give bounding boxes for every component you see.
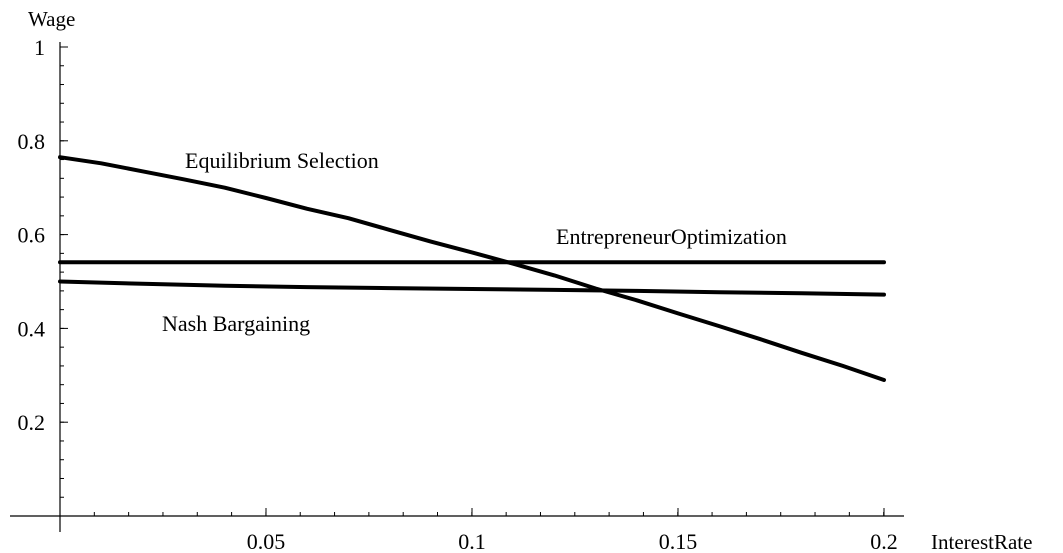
series-line-nash-bargaining bbox=[58, 279, 886, 297]
x-axis-title: InterestRate bbox=[931, 530, 1032, 553]
series-layer bbox=[58, 155, 886, 382]
axis-ticks bbox=[60, 46, 885, 516]
y-tick-label: 0.6 bbox=[18, 223, 46, 248]
series-label-entrepreneur-optimization: EntrepreneurOptimization bbox=[556, 224, 787, 249]
y-tick-label: 0.4 bbox=[18, 316, 46, 341]
series-line-equilibrium-selection bbox=[58, 155, 886, 382]
y-tick-label: 0.8 bbox=[18, 129, 46, 154]
x-tick-label: 0.15 bbox=[659, 529, 698, 553]
series-label-equilibrium-selection: Equilibrium Selection bbox=[185, 148, 379, 173]
x-tick-label: 0.05 bbox=[247, 529, 286, 553]
y-tick-label: 0.2 bbox=[18, 410, 46, 435]
x-tick-labels: 0.05 0.1 0.15 0.2 bbox=[247, 529, 898, 553]
x-tick-label: 0.2 bbox=[870, 529, 898, 553]
y-tick-labels: 0.2 0.4 0.6 0.8 1 bbox=[18, 35, 46, 435]
y-tick-label: 1 bbox=[34, 35, 45, 60]
x-tick-label: 0.1 bbox=[458, 529, 486, 553]
y-axis-title: Wage bbox=[28, 7, 75, 31]
series-label-nash-bargaining: Nash Bargaining bbox=[162, 311, 310, 336]
